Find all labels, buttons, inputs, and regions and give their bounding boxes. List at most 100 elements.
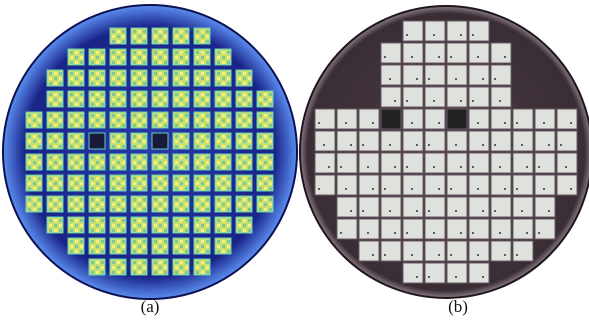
die-spot (133, 219, 136, 222)
die-spot (201, 51, 204, 54)
die-spot (122, 182, 125, 185)
die-spot (133, 93, 136, 96)
die-spot (75, 240, 78, 243)
die-spot (54, 177, 57, 180)
die-spot (206, 261, 209, 264)
die-spot (238, 93, 241, 96)
die-spot (59, 161, 62, 164)
die-dot (526, 166, 528, 168)
die-spot (185, 124, 188, 127)
die-spot (96, 72, 99, 75)
die-spot (196, 219, 199, 222)
die-spot (175, 77, 178, 80)
die-spot (180, 266, 183, 269)
die-dot (406, 34, 408, 36)
die-spot (159, 198, 162, 201)
die-spot (175, 203, 178, 206)
die-spot (70, 119, 73, 122)
die-spot (138, 203, 141, 206)
die-spot (154, 156, 157, 159)
die-spot (164, 103, 167, 106)
die-spot (138, 98, 141, 101)
die-spot (96, 114, 99, 117)
die-spot (269, 124, 272, 127)
die-spot (201, 166, 204, 169)
die (403, 241, 423, 261)
die-spot (201, 135, 204, 138)
die (535, 175, 555, 195)
die-spot (101, 177, 104, 180)
die-spot (80, 156, 83, 159)
die-spot (217, 61, 220, 64)
die-spot (112, 124, 115, 127)
die-spot (122, 250, 125, 253)
die-spot (248, 208, 251, 211)
die-spot (101, 166, 104, 169)
die-spot (217, 145, 220, 148)
die-spot (133, 156, 136, 159)
die-spot (138, 271, 141, 274)
die-spot (133, 82, 136, 85)
die-spot (159, 229, 162, 232)
die-spot (117, 261, 120, 264)
die-spot (138, 261, 141, 264)
die-spot (138, 156, 141, 159)
die-spot (101, 82, 104, 85)
die-spot (38, 124, 41, 127)
die-spot (248, 82, 251, 85)
die-spot (75, 114, 78, 117)
die-spot (269, 145, 272, 148)
die-spot (28, 166, 31, 169)
die-spot (180, 30, 183, 33)
die-spot (122, 30, 125, 33)
die-spot (269, 135, 272, 138)
die-spot (222, 187, 225, 190)
die-spot (248, 198, 251, 201)
die-spot (180, 135, 183, 138)
die-spot (201, 40, 204, 43)
die-spot (133, 261, 136, 264)
die-spot (222, 103, 225, 106)
die-spot (133, 198, 136, 201)
die-spot (180, 145, 183, 148)
die-spot (96, 119, 99, 122)
die-spot (238, 119, 241, 122)
die-spot (259, 156, 262, 159)
die-spot (54, 119, 57, 122)
die-spot (138, 250, 141, 253)
die-spot (159, 219, 162, 222)
die-spot (70, 166, 73, 169)
die-spot (143, 203, 146, 206)
die-spot (117, 182, 120, 185)
die-spot (96, 208, 99, 211)
die-spot (238, 187, 241, 190)
die-dot (318, 188, 320, 190)
die-spot (133, 166, 136, 169)
die (403, 109, 423, 129)
die-spot (59, 198, 62, 201)
die-spot (70, 224, 73, 227)
die-spot (122, 82, 125, 85)
die-dot (350, 144, 352, 146)
die-spot (133, 271, 136, 274)
die-spot (243, 203, 246, 206)
die-spot (185, 203, 188, 206)
die-spot (264, 140, 267, 143)
die (447, 263, 467, 283)
die-spot (238, 198, 241, 201)
die-spot (154, 224, 157, 227)
die (447, 219, 467, 239)
die-spot (222, 98, 225, 101)
die-spot (201, 82, 204, 85)
die (425, 153, 445, 173)
die-spot (185, 161, 188, 164)
die-spot (227, 119, 230, 122)
die (491, 43, 511, 63)
die-spot (133, 56, 136, 59)
die (403, 153, 423, 173)
die-spot (217, 161, 220, 164)
die-spot (133, 245, 136, 248)
die-spot (138, 240, 141, 243)
die-dot (433, 34, 435, 36)
die-spot (101, 182, 104, 185)
